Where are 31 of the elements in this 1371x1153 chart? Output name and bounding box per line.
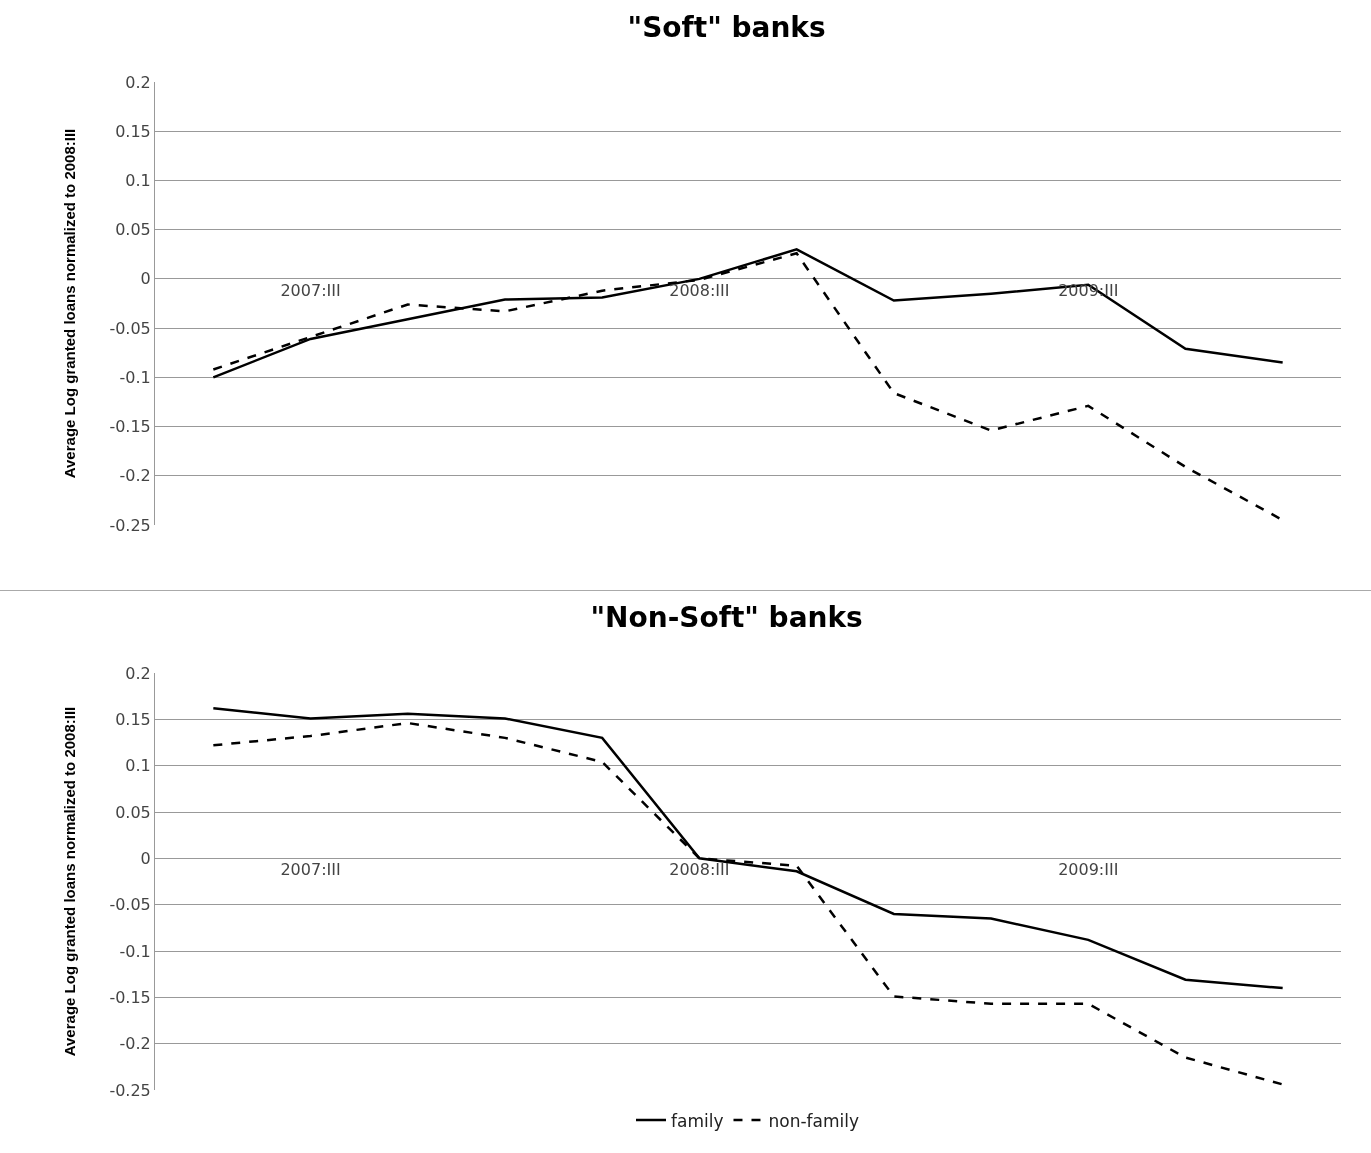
y-tick-label: 0 xyxy=(140,848,151,868)
y-tick-label: -0.05 xyxy=(109,318,151,338)
y-tick-label: 0.05 xyxy=(115,220,151,240)
x-tick-label: 2008:III xyxy=(669,280,730,300)
y-tick-label: 0.15 xyxy=(115,121,151,141)
x-tick-label: 2008:III xyxy=(669,860,730,880)
y-tick-label: 0.05 xyxy=(115,802,151,822)
y-tick-label: -0.1 xyxy=(119,367,151,387)
y-tick-label: -0.2 xyxy=(119,466,151,486)
y-axis-title: Average Log granted loans normalized to 2008:III xyxy=(60,706,78,1057)
y-tick-label: -0.25 xyxy=(109,1080,151,1100)
y-tick-label: -0.15 xyxy=(109,987,151,1007)
y-tick-label: -0.2 xyxy=(119,1034,151,1054)
y-tick-label: 0.2 xyxy=(125,72,151,92)
y-tick-label: 0 xyxy=(140,269,151,289)
legend-label: family xyxy=(671,1110,724,1131)
y-tick-label: -0.25 xyxy=(109,515,151,535)
x-tick-label: 2009:III xyxy=(1058,860,1119,880)
y-tick-label: 0.1 xyxy=(125,171,151,191)
y-tick-label: -0.05 xyxy=(109,895,151,915)
y-tick-label: 0.15 xyxy=(115,709,151,729)
x-tick-label: 2007:III xyxy=(280,280,341,300)
chart-title: "Soft" banks xyxy=(627,11,826,45)
y-tick-label: 0.2 xyxy=(125,663,151,683)
chart-title: "Non-Soft" banks xyxy=(590,601,863,635)
y-tick-label: 0.1 xyxy=(125,756,151,776)
legend-label: non-family xyxy=(768,1110,860,1131)
y-axis-title: Average Log granted loans normalized to 2008:III xyxy=(60,128,78,479)
x-tick-label: 2007:III xyxy=(280,860,341,880)
y-tick-label: -0.1 xyxy=(119,941,151,961)
y-tick-label: -0.15 xyxy=(109,417,151,437)
